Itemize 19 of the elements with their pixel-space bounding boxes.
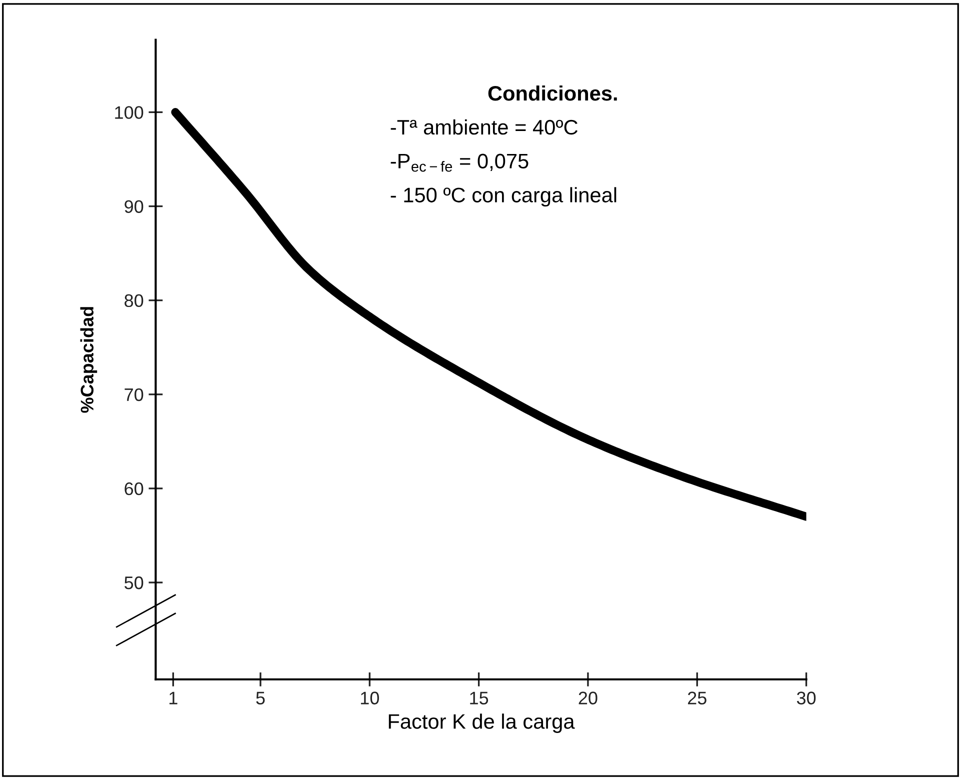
x-tick-label: 15	[470, 692, 488, 704]
y-tick-label: 100	[115, 106, 144, 119]
x-tick-label: 20	[578, 692, 598, 704]
x-axis-title: Factor K de la carga	[388, 714, 575, 733]
y-tick-label: 50	[124, 576, 144, 590]
x-tick-label: 10	[360, 692, 379, 704]
y-tick-label: 90	[124, 200, 144, 213]
y-axis-title: %Capacidad	[80, 307, 98, 413]
y-tick-label: 80	[124, 294, 144, 308]
x-tick-label: 25	[688, 692, 706, 704]
x-tick-label: 1	[170, 692, 178, 704]
annotation: - 150 ºC con carga lineal	[390, 187, 616, 207]
y-tick-label: 70	[124, 388, 144, 402]
annotation: -Tª ambiente = 40ºC	[390, 119, 578, 135]
annotation: -P$_{ec−fe}$ = 0,075	[390, 154, 528, 172]
x-tick-label: 30	[796, 692, 816, 704]
x-tick-label: 5	[256, 692, 265, 704]
annotation: Condiciones.	[488, 85, 617, 101]
y-tick-label: 60	[124, 482, 144, 496]
